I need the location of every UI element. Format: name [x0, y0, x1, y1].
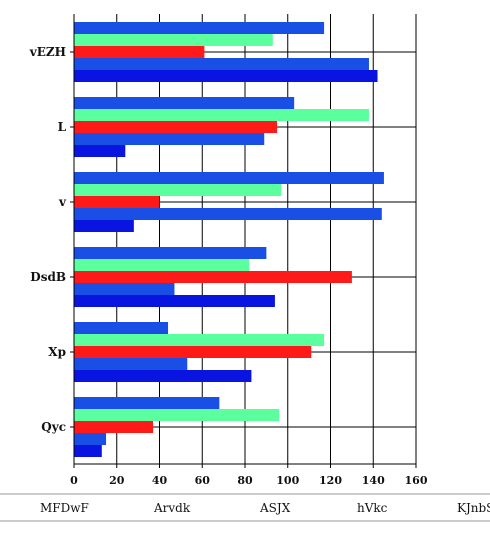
category-label: L	[58, 120, 67, 134]
x-tick-label: 40	[152, 474, 168, 487]
bar	[74, 133, 265, 145]
x-tick-label: 0	[70, 474, 78, 487]
bar	[74, 208, 382, 220]
bar	[74, 283, 175, 295]
bar	[74, 145, 126, 157]
bar	[74, 397, 220, 409]
legend-entry: ASJX	[259, 501, 291, 515]
bar	[74, 322, 169, 334]
bar	[74, 34, 273, 46]
bar	[74, 370, 252, 382]
bar	[74, 109, 369, 121]
category-label: Xp	[48, 345, 66, 359]
bar	[74, 196, 160, 208]
x-tick-label: 120	[319, 474, 342, 487]
bar	[74, 358, 188, 370]
legend-entry: MFDwF	[40, 501, 89, 515]
bar	[74, 445, 102, 457]
x-tick-label: 160	[405, 474, 428, 487]
bars-group	[74, 22, 384, 457]
x-tick-label: 80	[237, 474, 253, 487]
bar	[74, 58, 369, 70]
category-label: DsdB	[30, 270, 66, 284]
bar	[74, 247, 267, 259]
category-label: v	[58, 195, 67, 209]
legend-entry: Arvdk	[153, 501, 191, 515]
bar	[74, 334, 325, 346]
bar	[74, 172, 384, 184]
bar	[74, 421, 154, 433]
axes-group: 0 20 40 60 80 100 120 140 160 vEZH Lv DsdB Xp Qyc	[29, 14, 428, 487]
bar	[74, 97, 295, 109]
legend: MFDwF Arvdk ASJX hVkc KJnbS	[0, 493, 490, 522]
legend-entry: KJnbS	[457, 501, 490, 515]
category-label: vEZH	[29, 45, 66, 59]
x-tick-label: 20	[109, 474, 125, 487]
bar	[74, 46, 205, 58]
x-tick-label: 100	[276, 474, 299, 487]
bar	[74, 121, 278, 133]
bar	[74, 22, 325, 34]
bar	[74, 70, 378, 82]
bar	[74, 346, 312, 358]
category-label: Qyc	[41, 420, 66, 434]
bar	[74, 433, 107, 445]
bar	[74, 184, 282, 196]
bar	[74, 259, 250, 271]
bar	[74, 271, 352, 283]
bar	[74, 295, 275, 307]
x-tick-label: 60	[195, 474, 211, 487]
x-tick-label: 140	[362, 474, 385, 487]
bar	[74, 220, 134, 232]
legend-entry: hVkc	[357, 501, 388, 515]
bar	[74, 409, 280, 421]
